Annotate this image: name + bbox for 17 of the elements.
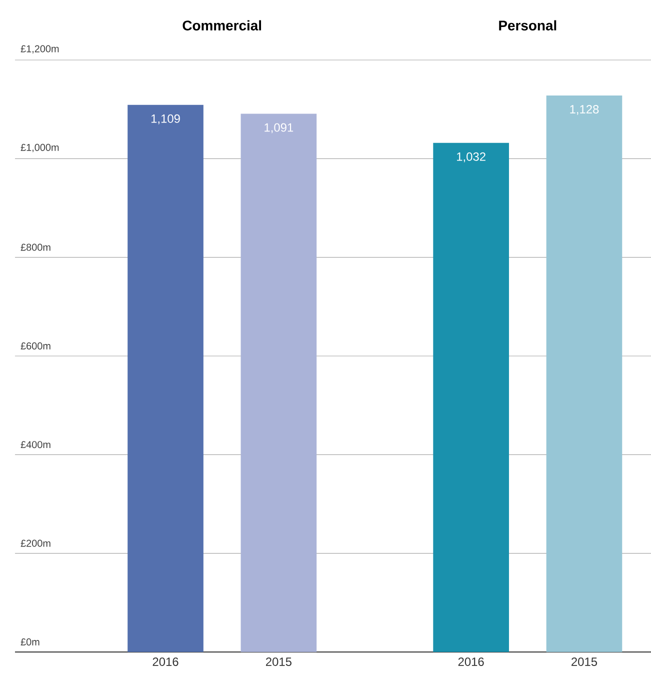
y-tick-label: £400m xyxy=(20,441,50,448)
data-label: 1,091 xyxy=(264,123,294,134)
x-tick-label: 2015 xyxy=(266,658,292,666)
x-tick-label: 2016 xyxy=(152,658,178,666)
y-tick-label: £0m xyxy=(20,638,40,646)
text: Commercial xyxy=(182,20,262,30)
y-tick-label: £800m xyxy=(20,244,50,251)
text: Personal xyxy=(499,20,556,30)
data-label: 1,109 xyxy=(151,114,180,124)
x-tick-label: 2016 xyxy=(458,658,484,666)
y-tick-label: £1,000m xyxy=(20,144,59,152)
y-tick-label: £1,200m xyxy=(20,45,59,54)
y-tick-label: £200m xyxy=(20,540,50,547)
data-label: 1,128 xyxy=(570,105,599,115)
y-tick-label: £600m xyxy=(20,342,50,350)
data-label: 1,032 xyxy=(457,152,486,162)
x-tick-label: 2015 xyxy=(572,658,598,666)
